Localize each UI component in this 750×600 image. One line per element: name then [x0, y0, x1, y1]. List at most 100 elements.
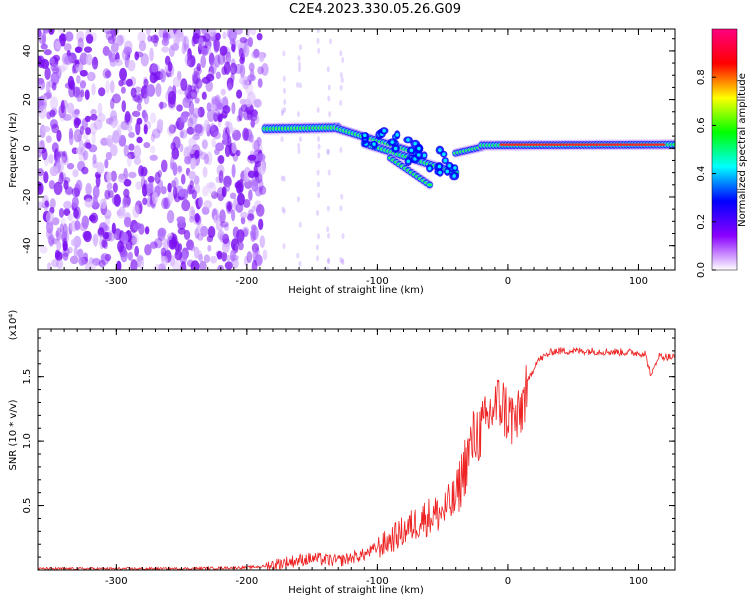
noise-cell [71, 196, 79, 208]
noise-streak [298, 221, 302, 228]
noise-cell [123, 46, 133, 56]
noise-cell [73, 246, 78, 257]
top-x-tick-label: -100 [366, 276, 389, 287]
noise-streak [317, 192, 321, 199]
noise-cell [154, 171, 161, 184]
colorbar-tick-label: 0.0 [696, 262, 707, 278]
noise-streak [317, 47, 321, 54]
noise-cell [56, 258, 64, 270]
noise-cell [256, 136, 263, 145]
noise-cell [246, 109, 253, 121]
figure-title: C2E4.2023.330.05.26.G09 [288, 2, 462, 17]
noise-streak [327, 258, 331, 265]
noise-cell [40, 43, 48, 50]
noise-cell [189, 113, 198, 125]
noise-cell [203, 119, 210, 133]
noise-cell [168, 123, 174, 137]
noise-streak [280, 175, 284, 182]
noise-cell [183, 43, 190, 52]
noise-cell [110, 42, 119, 53]
top-x-tick-label: 0 [505, 276, 511, 287]
noise-cell [109, 144, 118, 157]
noise-cell [191, 209, 196, 216]
noise-cell [51, 66, 60, 74]
noise-streak [316, 233, 320, 240]
noise-cell [200, 55, 207, 68]
top-y-axis-label: Frequency (Hz) [8, 112, 19, 188]
noise-cell [38, 105, 47, 119]
noise-cell [106, 182, 113, 191]
noise-streak [326, 66, 330, 73]
noise-streak [326, 205, 330, 212]
noise-cell [61, 150, 68, 163]
noise-cell [170, 43, 180, 51]
noise-cell [209, 255, 218, 264]
noise-cell [93, 119, 103, 130]
noise-cell [138, 165, 144, 177]
signal-blob-core [409, 148, 414, 153]
noise-cell [215, 32, 221, 41]
noise-cell [183, 35, 190, 50]
noise-cell [180, 78, 188, 92]
noise-streak [339, 205, 343, 212]
top-plot-frame [37, 28, 676, 271]
noise-cell [77, 248, 84, 259]
noise-cell [92, 233, 99, 246]
noise-cell [86, 71, 96, 82]
noise-cell [115, 128, 122, 141]
signal-blob-core [382, 128, 386, 133]
signal-blob-core [372, 142, 376, 146]
noise-cell [168, 124, 176, 134]
signal-blob-core [437, 164, 442, 169]
noise-cell [51, 123, 60, 134]
noise-cell [238, 47, 244, 59]
noise-cell [229, 37, 236, 47]
noise-cell [99, 198, 106, 209]
noise-cell [229, 62, 238, 75]
noise-cell [149, 241, 158, 249]
noise-cell [110, 29, 118, 38]
noise-cell [205, 182, 215, 189]
bottom-x-tick-label: 0 [505, 576, 511, 587]
noise-cell [83, 46, 92, 53]
noise-cell [145, 29, 151, 36]
noise-cell [239, 56, 245, 65]
noise-cell [114, 58, 123, 67]
noise-cell [205, 73, 215, 82]
noise-cell [63, 200, 72, 210]
noise-cell [132, 204, 140, 219]
noise-cell [58, 207, 65, 218]
noise-cell [80, 146, 87, 157]
noise-streak [282, 208, 286, 215]
noise-cell [113, 228, 122, 241]
noise-cell [223, 61, 231, 75]
noise-cell [213, 131, 221, 140]
noise-cell [152, 191, 159, 205]
noise-cell [81, 166, 89, 175]
noise-cell [122, 196, 127, 209]
noise-cell [75, 46, 82, 53]
noise-cell [207, 226, 216, 239]
noise-cell [76, 30, 85, 43]
noise-cell [189, 89, 198, 100]
noise-cell [120, 120, 130, 131]
noise-cell [255, 204, 265, 217]
noise-cell [38, 201, 43, 210]
noise-cell [98, 87, 106, 97]
noise-streak [340, 193, 344, 200]
noise-cell [239, 37, 248, 44]
noise-cell [91, 83, 96, 96]
noise-cell [191, 36, 196, 47]
noise-cell [123, 216, 132, 228]
noise-cell [167, 233, 173, 241]
noise-cell [62, 113, 72, 121]
noise-cell [201, 91, 207, 100]
noise-cell [130, 259, 138, 270]
noise-cell [177, 227, 186, 235]
signal-core [672, 143, 675, 146]
noise-cell [50, 71, 60, 86]
noise-cell [242, 76, 250, 90]
noise-cell [116, 260, 122, 270]
noise-cell [231, 127, 237, 134]
noise-cell [67, 246, 73, 254]
